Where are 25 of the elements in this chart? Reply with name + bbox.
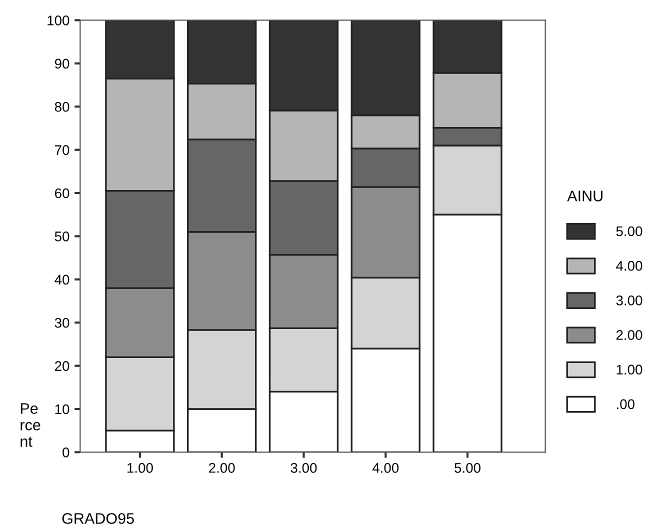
y-tick-label: 0 bbox=[62, 448, 70, 458]
x-tick-label: 3.00 bbox=[290, 462, 317, 473]
y-axis-title: Pe rce nt bbox=[20, 403, 40, 447]
x-tick-label: 1.00 bbox=[127, 462, 153, 473]
legend-label: 1.00 bbox=[616, 364, 642, 375]
y-tick-label: 40 bbox=[54, 274, 70, 285]
legend-label: 4.00 bbox=[616, 260, 642, 271]
y-tick-label: 90 bbox=[54, 58, 70, 69]
y-tick-label: 80 bbox=[54, 102, 70, 112]
y-tick-label: 20 bbox=[54, 361, 70, 371]
legend-label: .00 bbox=[616, 399, 634, 410]
y-tick-label: 10 bbox=[55, 404, 70, 414]
legend-label: 3.00 bbox=[616, 296, 642, 306]
x-tick-label: 4.00 bbox=[372, 462, 399, 473]
x-tick-label: 2.00 bbox=[209, 462, 235, 473]
legend-title: AINU bbox=[567, 190, 602, 202]
x-axis-title: GRADO95 bbox=[62, 513, 134, 524]
y-tick-label: 100 bbox=[48, 16, 70, 26]
x-tick-label: 5.00 bbox=[454, 462, 480, 473]
y-tick-label: 30 bbox=[54, 318, 70, 328]
legend-label: 5.00 bbox=[616, 226, 642, 236]
legend-label: 2.00 bbox=[616, 330, 642, 340]
y-tick-label: 50 bbox=[54, 232, 70, 242]
y-tick-label: 70 bbox=[55, 145, 70, 155]
y-tick-label: 60 bbox=[54, 188, 70, 198]
